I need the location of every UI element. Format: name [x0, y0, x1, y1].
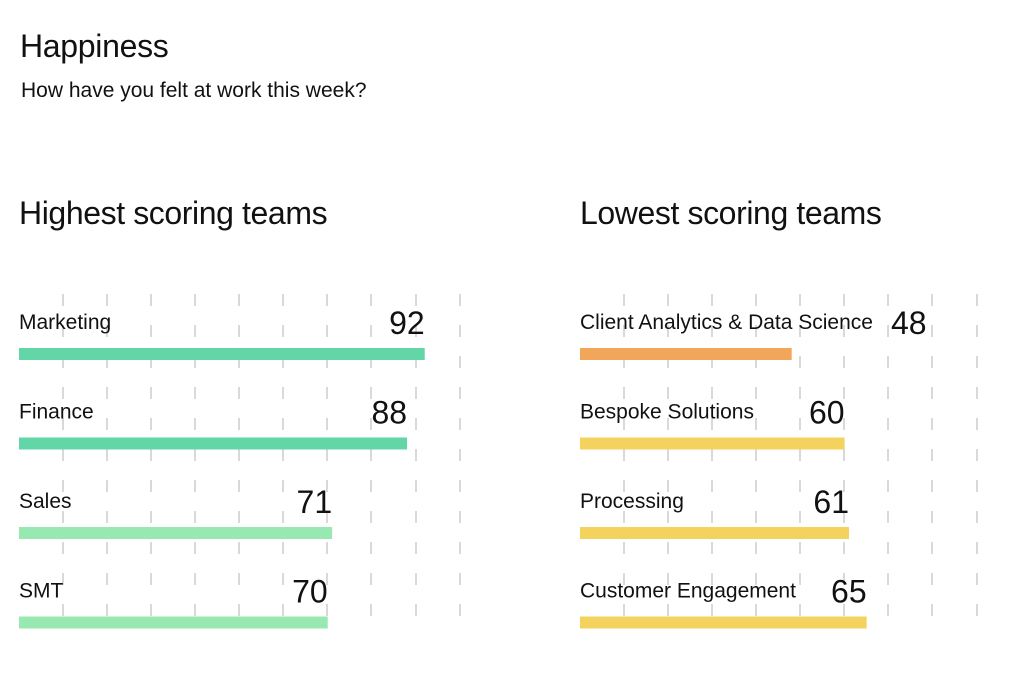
- score-bar: [19, 527, 333, 539]
- team-label: Finance: [19, 401, 94, 424]
- team-label: Bespoke Solutions: [580, 401, 754, 424]
- score-bar: [19, 437, 408, 450]
- score-bar: [580, 348, 792, 360]
- team-label: SMT: [19, 580, 64, 603]
- team-label: Sales: [19, 490, 72, 513]
- score-bar: [580, 437, 845, 450]
- score-value: 48: [891, 305, 927, 341]
- score-bar: [19, 348, 425, 360]
- score-value: 70: [292, 574, 328, 610]
- lowest-scoring-chart: Client Analytics & Data Science 48 Bespoke…: [580, 294, 978, 632]
- highest-teams-title: Highest scoring teams: [19, 195, 328, 231]
- lowest-teams-title: Lowest scoring teams: [580, 195, 882, 231]
- score-bar: [580, 527, 850, 539]
- score-value: 61: [813, 484, 849, 520]
- score-value: 65: [831, 574, 867, 610]
- team-label: Client Analytics & Data Science: [580, 311, 873, 334]
- team-label: Processing: [580, 490, 684, 513]
- score-value: 71: [297, 484, 333, 520]
- score-value: 88: [371, 395, 407, 431]
- score-value: 92: [389, 305, 425, 341]
- team-label: Marketing: [19, 311, 111, 334]
- team-label: Customer Engagement: [580, 580, 796, 603]
- score-bar: [19, 616, 328, 629]
- score-value: 60: [809, 395, 845, 431]
- page-subtitle: How have you felt at work this week?: [21, 79, 367, 102]
- score-bar: [580, 616, 867, 629]
- page-title: Happiness: [20, 28, 169, 64]
- highest-scoring-chart: Marketing 92 Finance 88 Sales 71 SMT 70: [19, 294, 461, 632]
